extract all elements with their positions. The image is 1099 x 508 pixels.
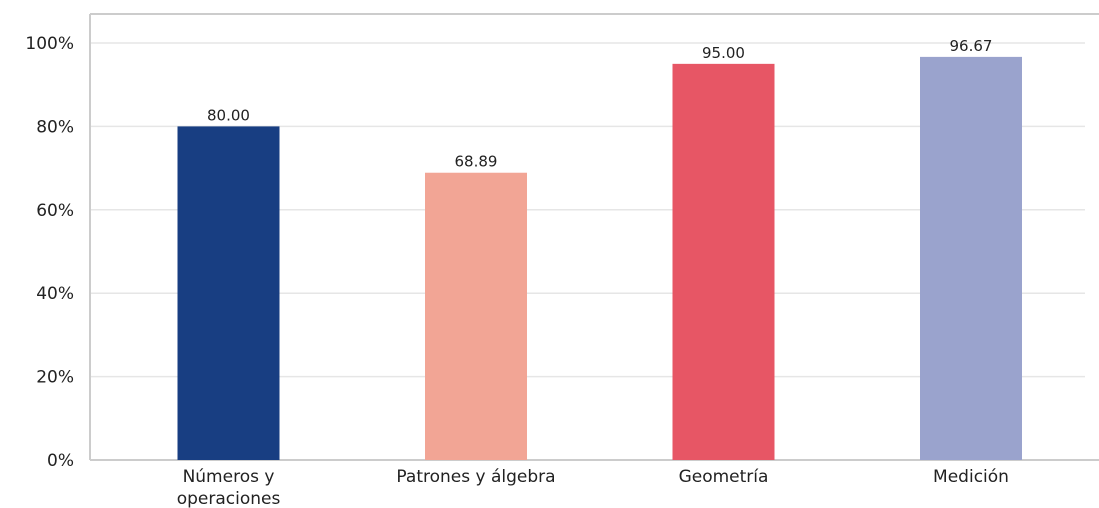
- data-labels: 80.00 68.89 95.00 96.67: [207, 37, 992, 171]
- y-tick-label: 60%: [36, 201, 74, 221]
- bars: [177, 56, 1022, 461]
- bar: [920, 56, 1022, 460]
- data-label: 96.67: [950, 37, 993, 55]
- data-label: 80.00: [207, 106, 250, 124]
- x-tick-label: Geometría: [679, 467, 769, 487]
- x-tick-label-line: Números y: [183, 467, 275, 487]
- x-tick-label: Patrones y álgebra: [396, 467, 555, 487]
- x-tick-label-line: operaciones: [177, 489, 281, 508]
- x-tick-label-line: Medición: [933, 467, 1009, 487]
- data-label: 95.00: [702, 44, 745, 62]
- y-tick-label: 40%: [36, 284, 74, 304]
- y-tick-label: 100%: [25, 34, 74, 54]
- y-tick-labels: 0% 20% 40% 60% 80% 100%: [25, 34, 74, 471]
- bar: [177, 126, 280, 461]
- y-tick-label: 20%: [36, 368, 74, 388]
- x-tick-label: Números y operaciones: [177, 467, 281, 508]
- bar: [672, 63, 775, 460]
- y-tick-label: 0%: [47, 451, 74, 471]
- x-tick-label-line: Patrones y álgebra: [396, 467, 555, 487]
- bar: [425, 172, 527, 460]
- x-tick-label-line: Geometría: [679, 467, 769, 487]
- y-tick-label: 80%: [36, 117, 74, 137]
- x-tick-label: Medición: [933, 467, 1009, 487]
- x-tick-labels: Números y operaciones Patrones y álgebra Ge…: [177, 467, 1009, 508]
- data-label: 68.89: [455, 153, 498, 171]
